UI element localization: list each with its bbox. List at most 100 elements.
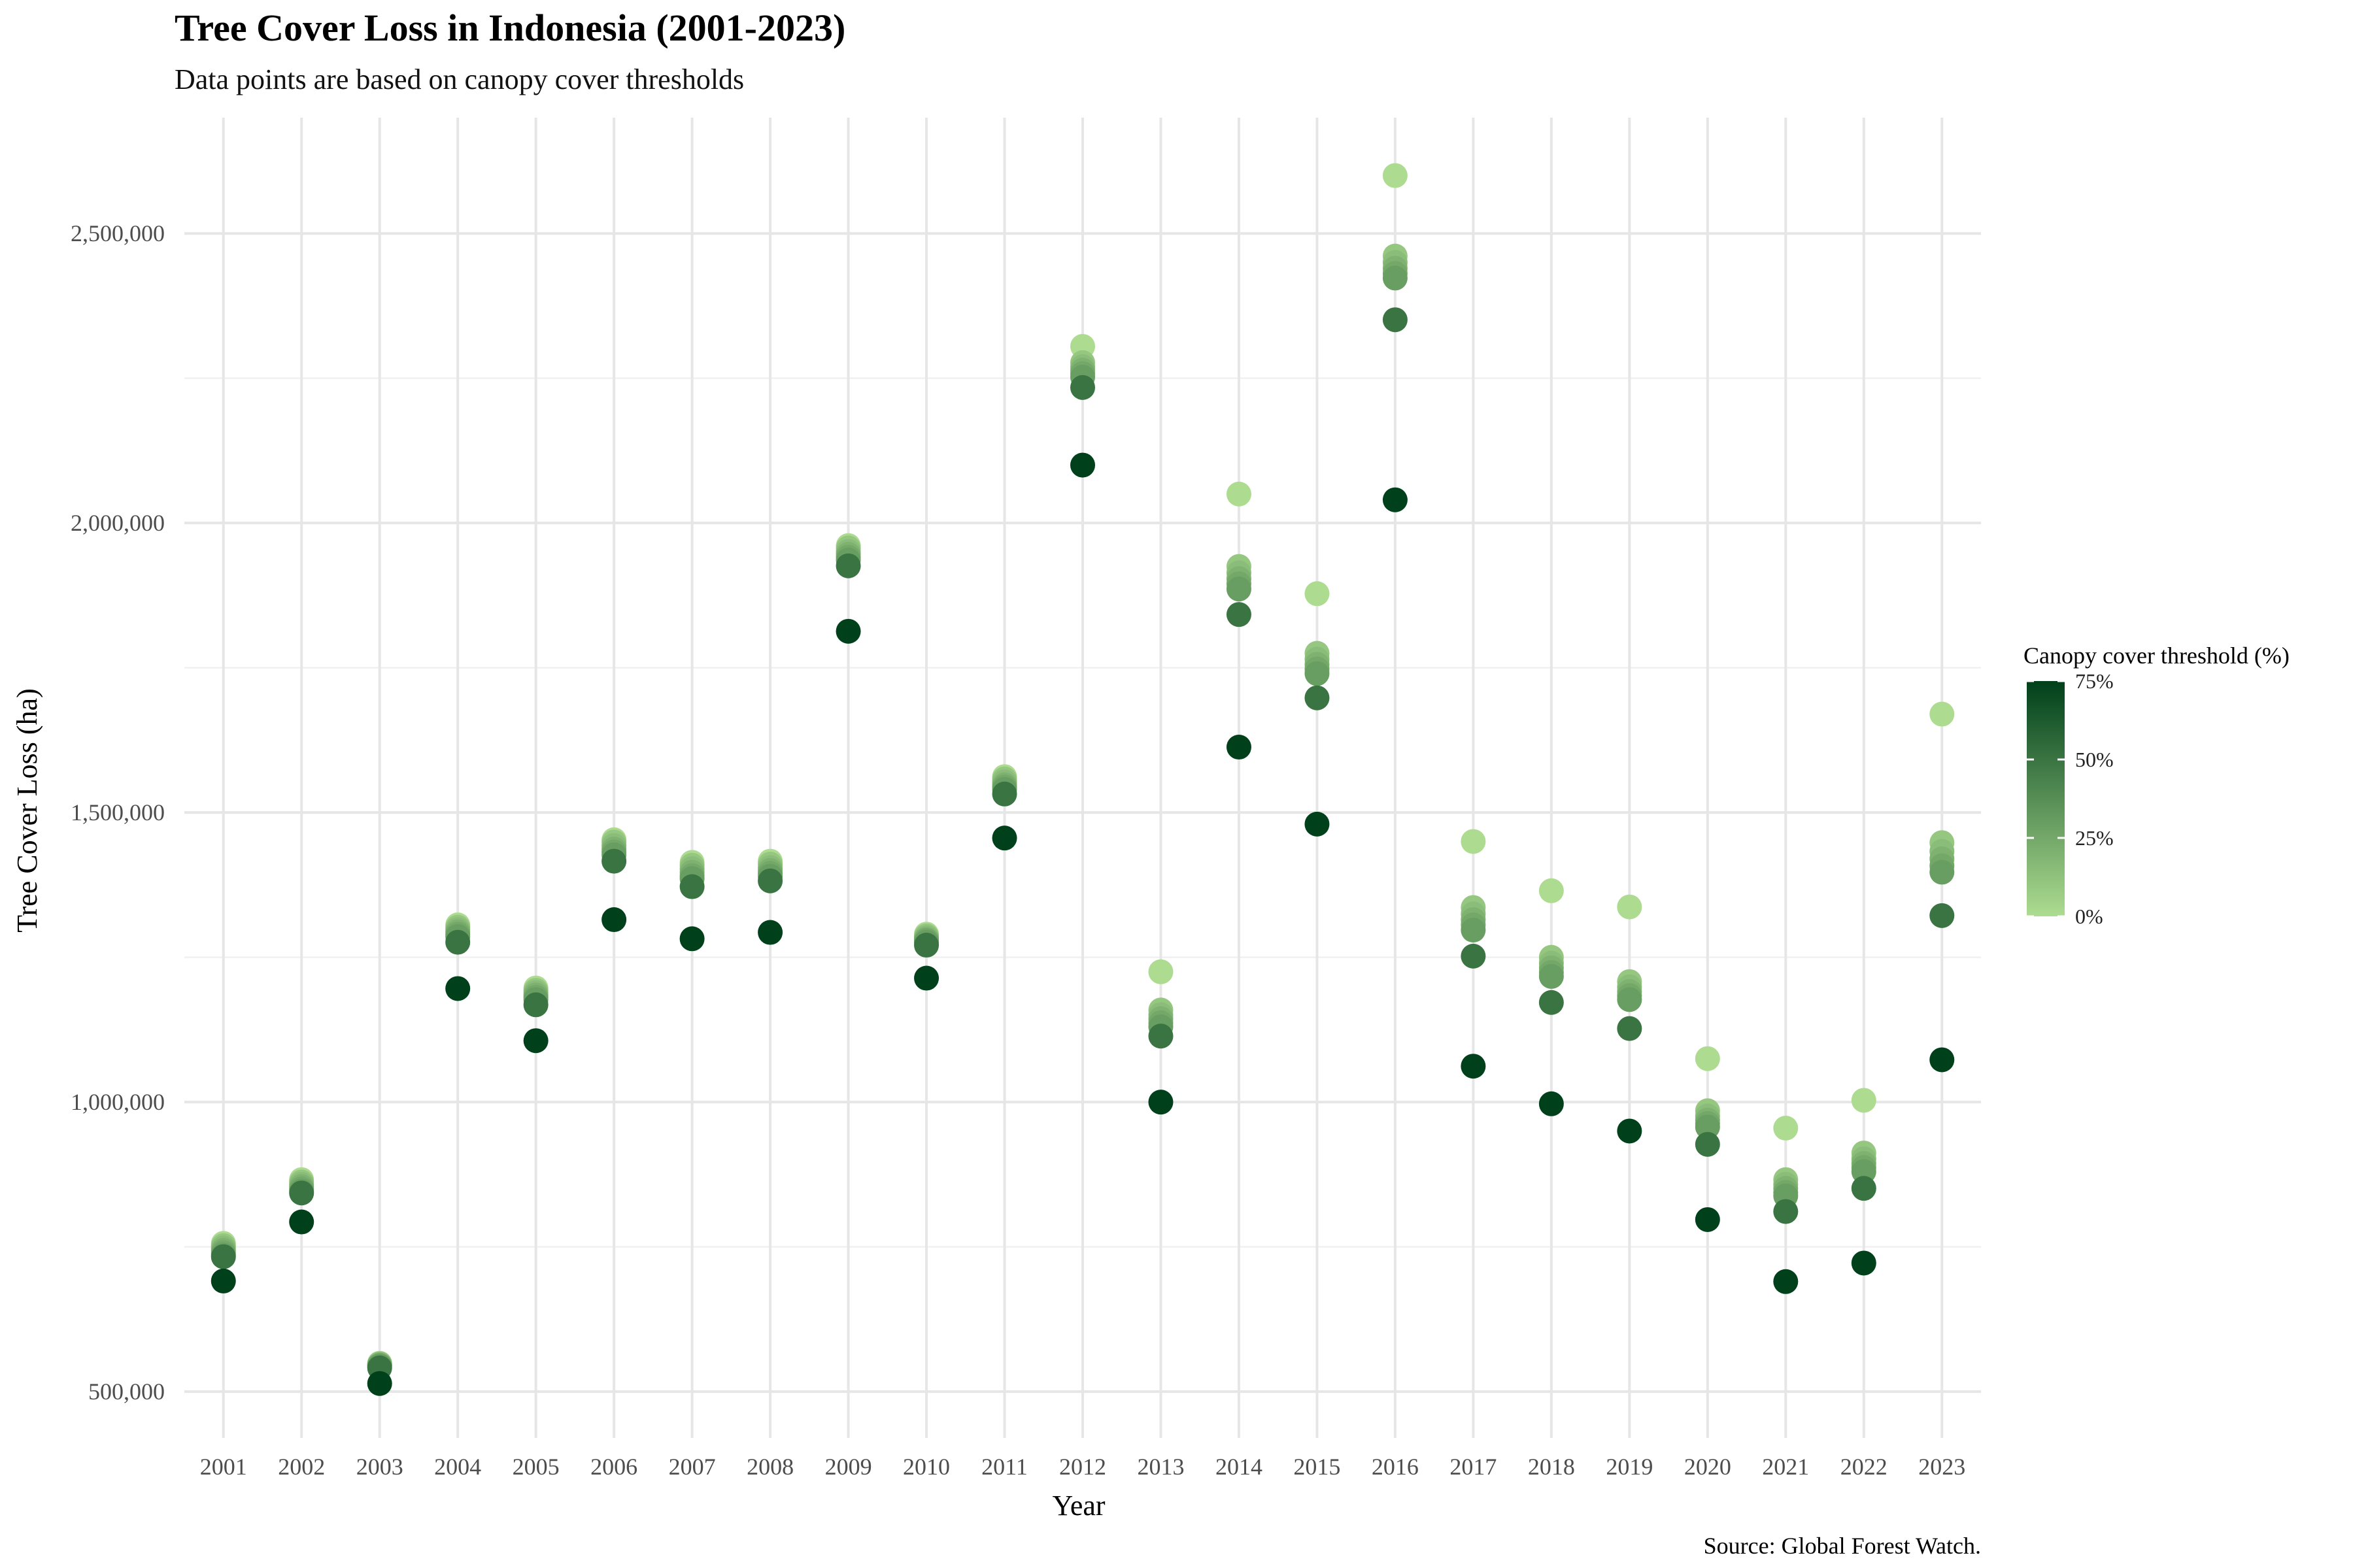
data-point (1382, 307, 1408, 333)
y-tick-label: 2,500,000 (71, 220, 165, 246)
data-point (1461, 829, 1486, 854)
x-tick-label: 2019 (1606, 1454, 1653, 1480)
y-axis-title: Tree Cover Loss (ha) (11, 688, 43, 933)
x-tick-label: 2008 (747, 1454, 794, 1480)
chart-title: Tree Cover Loss in Indonesia (2001-2023) (175, 7, 845, 49)
data-point (1461, 943, 1486, 969)
data-point (1773, 1269, 1799, 1294)
y-axis-ticks: 500,000 1,000,000 1,500,000 2,000,000 2,500,… (71, 220, 165, 1405)
legend-tick-label: 25% (2075, 826, 2114, 850)
data-point (1695, 1131, 1720, 1157)
data-point (1929, 1047, 1955, 1073)
chart-caption: Source: Global Forest Watch. (1704, 1533, 1981, 1559)
data-point (1538, 878, 1564, 903)
chart-subtitle: Data points are based on canopy cover th… (175, 63, 744, 95)
x-tick-label: 2021 (1762, 1454, 1809, 1480)
data-point (1226, 735, 1251, 760)
legend-ticks: 0% 25% 50% 75% (2027, 669, 2114, 928)
data-point (523, 1028, 549, 1054)
x-tick-label: 2003 (356, 1454, 403, 1480)
x-axis-ticks: 2001 2002 2003 2004 2005 2006 2007 2008 2009 2010… (200, 1454, 1966, 1480)
data-point (1851, 1176, 1876, 1201)
data-point (679, 874, 705, 899)
x-tick-label: 2006 (590, 1454, 637, 1480)
legend-title: Canopy cover threshold (%) (2023, 642, 2290, 669)
data-point (1304, 811, 1330, 837)
data-point (1695, 1114, 1720, 1140)
data-point (992, 826, 1017, 851)
y-tick-label: 2,000,000 (71, 510, 165, 536)
x-tick-label: 2002 (278, 1454, 325, 1480)
data-point (758, 868, 783, 893)
legend-tick-label: 50% (2075, 748, 2114, 771)
data-point (758, 920, 783, 945)
data-point (1929, 859, 1955, 885)
x-tick-label: 2017 (1449, 1454, 1497, 1480)
data-points (211, 163, 1955, 1396)
x-tick-label: 2010 (903, 1454, 950, 1480)
data-point (1695, 1046, 1720, 1071)
x-tick-label: 2001 (200, 1454, 247, 1480)
data-point (1304, 581, 1330, 607)
x-tick-label: 2023 (1918, 1454, 1965, 1480)
data-point (211, 1244, 236, 1269)
data-point (523, 992, 549, 1018)
data-point (1538, 990, 1564, 1015)
data-point (1461, 918, 1486, 943)
data-point (1929, 701, 1955, 727)
data-point (1773, 1199, 1799, 1224)
data-point (601, 848, 627, 874)
data-point (1538, 963, 1564, 989)
data-point (367, 1371, 392, 1396)
x-tick-label: 2018 (1528, 1454, 1575, 1480)
data-point (289, 1180, 314, 1206)
color-legend: Canopy cover threshold (%) 0% 25% 50% 75% (2023, 642, 2290, 928)
y-tick-label: 1,000,000 (71, 1089, 165, 1115)
x-tick-label: 2014 (1215, 1454, 1262, 1480)
data-point (1461, 1054, 1486, 1079)
x-tick-label: 2004 (434, 1454, 481, 1480)
data-point (211, 1268, 236, 1293)
data-point (1382, 487, 1408, 512)
data-point (992, 781, 1017, 807)
data-point (1226, 576, 1251, 602)
data-point (1929, 903, 1955, 928)
data-point (1695, 1207, 1720, 1232)
x-tick-label: 2005 (513, 1454, 560, 1480)
x-tick-label: 2020 (1684, 1454, 1731, 1480)
x-tick-label: 2011 (981, 1454, 1028, 1480)
x-tick-label: 2012 (1059, 1454, 1106, 1480)
legend-colorbar (2027, 681, 2065, 916)
data-point (1617, 1118, 1642, 1144)
data-point (445, 929, 471, 955)
x-tick-label: 2022 (1840, 1454, 1887, 1480)
data-point (1148, 959, 1174, 984)
x-tick-label: 2015 (1293, 1454, 1340, 1480)
data-point (1538, 1091, 1564, 1116)
y-tick-label: 500,000 (88, 1378, 165, 1405)
x-tick-label: 2007 (669, 1454, 716, 1480)
data-point (1851, 1250, 1876, 1276)
data-point (679, 926, 705, 952)
data-point (1773, 1116, 1799, 1141)
data-point (1382, 265, 1408, 291)
data-point (836, 618, 861, 644)
x-tick-label: 2009 (825, 1454, 872, 1480)
data-point (1304, 685, 1330, 710)
data-point (1226, 481, 1251, 507)
y-tick-label: 1,500,000 (71, 799, 165, 826)
x-axis-title: Year (1052, 1490, 1105, 1522)
data-point (445, 976, 471, 1001)
data-point (289, 1209, 314, 1235)
x-tick-label: 2013 (1137, 1454, 1184, 1480)
legend-tick-label: 75% (2075, 669, 2114, 693)
data-point (1617, 987, 1642, 1012)
data-point (1851, 1088, 1876, 1113)
data-point (601, 907, 627, 933)
data-point (1148, 1024, 1174, 1049)
data-point (1617, 1016, 1642, 1041)
data-point (1070, 375, 1095, 400)
data-point (1070, 452, 1095, 478)
